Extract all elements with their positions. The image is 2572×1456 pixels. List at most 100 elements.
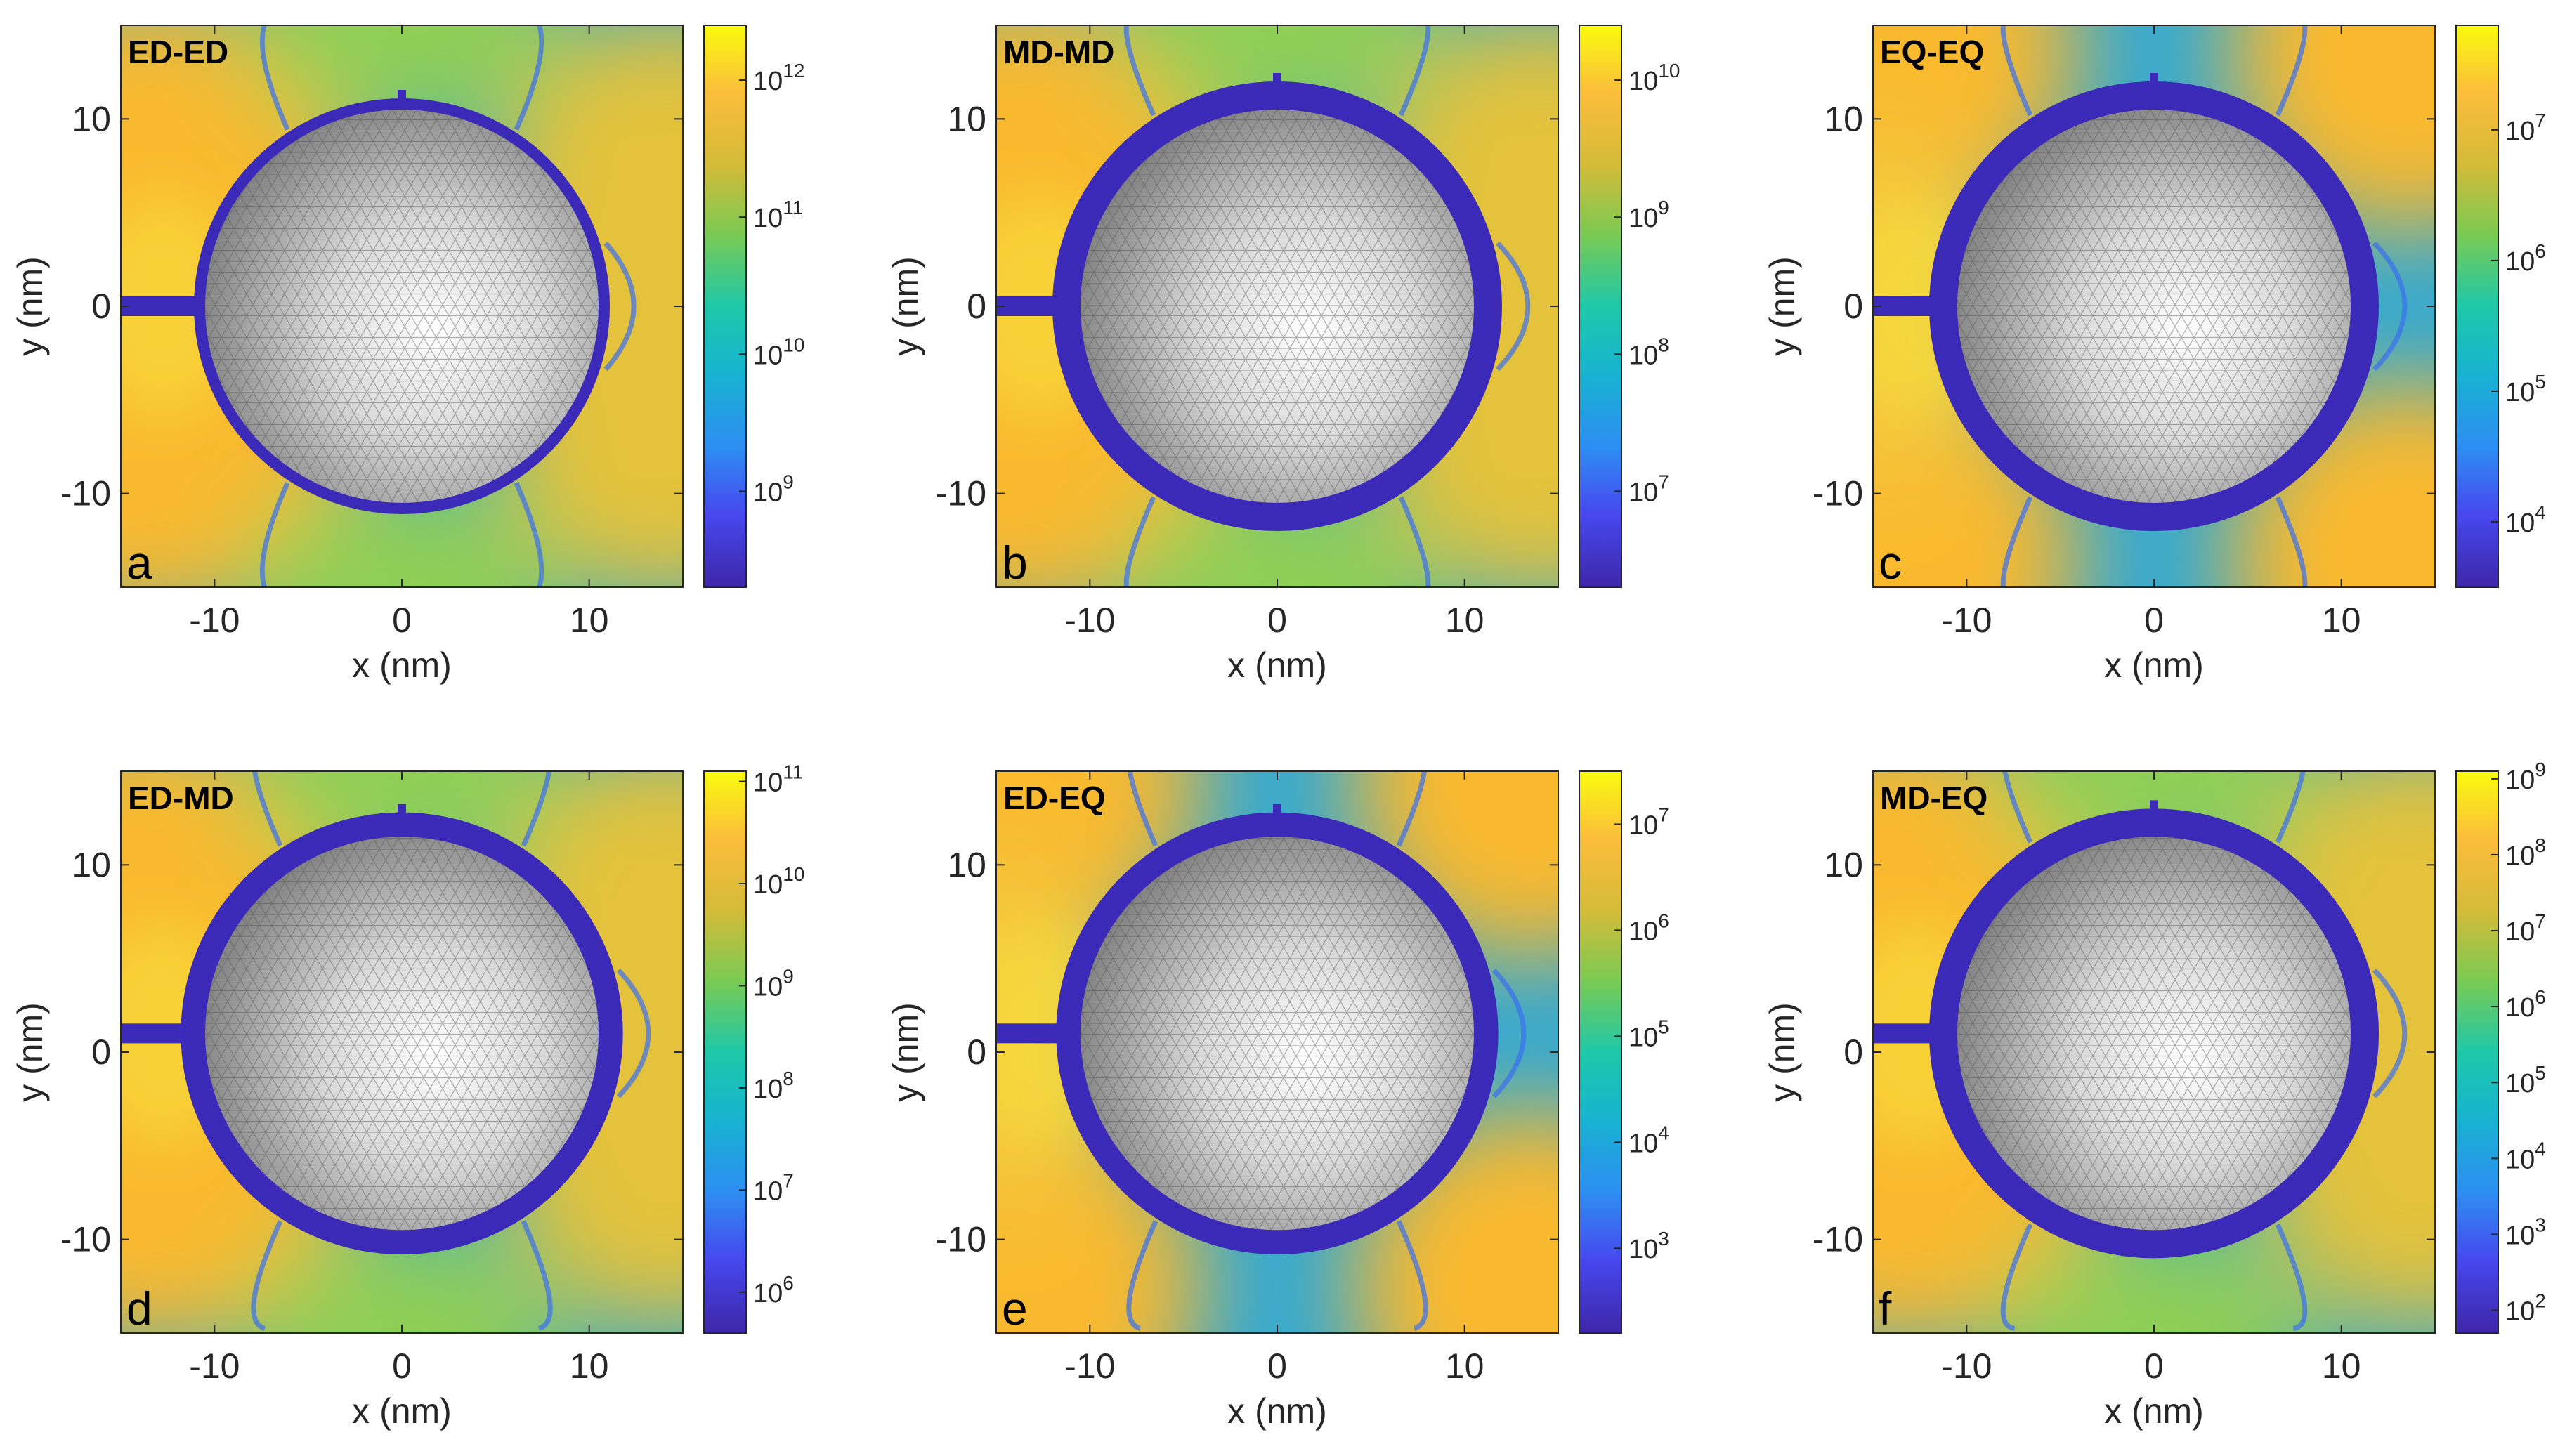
shell-top-notch — [1273, 804, 1281, 814]
colorbar-tick-exponent: 8 — [1658, 334, 1669, 355]
y-axis-label: y (nm) — [886, 1002, 925, 1102]
y-tick-label: 0 — [1843, 287, 1863, 326]
sphere-mesh — [205, 110, 599, 503]
nodal-line-right-loop — [1491, 968, 1527, 1098]
plot-area — [1873, 771, 2435, 1333]
y-tick-label: -10 — [60, 474, 111, 513]
field-lobe-corner-1 — [1347, 771, 1558, 964]
y-tick-label: -10 — [1813, 1220, 1863, 1259]
x-axis-label: x (nm) — [352, 1391, 452, 1431]
sphere-mesh — [1957, 837, 2351, 1231]
nodal-line-3 — [514, 482, 544, 587]
x-tick-label: 10 — [1445, 601, 1484, 640]
colorbar-tick-base: 10 — [2505, 1145, 2535, 1174]
y-tick-label: 0 — [967, 287, 986, 326]
nodal-line-1 — [2275, 771, 2306, 844]
x-axis-label: x (nm) — [1227, 1391, 1327, 1431]
nodal-line-1 — [514, 25, 544, 131]
colorbar — [2455, 770, 2499, 1334]
panel-title: ED-ED — [128, 34, 228, 70]
x-tick-label: 10 — [2322, 1346, 2361, 1386]
x-tick-label: -10 — [189, 601, 240, 640]
x-tick-label: -10 — [1064, 601, 1115, 640]
field-lobe-bottom — [1992, 1221, 2316, 1333]
nodal-line-right-loop — [2372, 968, 2408, 1098]
x-axis-label: x (nm) — [352, 645, 452, 685]
colorbar-tick-base: 10 — [2505, 917, 2535, 947]
colorbar-tick-label: 103 — [2505, 1214, 2546, 1250]
shell-top-notch — [398, 804, 406, 814]
shell-top-notch — [398, 90, 406, 100]
colorbar-tick-base: 10 — [2505, 378, 2535, 407]
colorbar-tick-label: 106 — [2505, 986, 2546, 1023]
x-tick-label: -10 — [189, 1346, 240, 1386]
colorbar-tick-base: 10 — [753, 67, 783, 96]
colorbar — [1579, 25, 1622, 588]
panel-label: e — [1002, 1283, 1028, 1334]
colorbar-tick-base: 10 — [753, 768, 783, 798]
nodal-lines — [1126, 771, 1527, 1331]
shell-left-stub — [1873, 1023, 1936, 1044]
colorbar-tick-label: 1011 — [753, 761, 803, 798]
colorbar-tick-exponent: 7 — [2535, 910, 2546, 932]
nodal-line-right-loop — [2372, 241, 2408, 372]
colorbar-tick-base: 10 — [2505, 1297, 2535, 1327]
colorbar-tick-label: 105 — [2505, 371, 2546, 407]
colorbar-tick-label: 105 — [2505, 1062, 2546, 1098]
nodal-line-1 — [1398, 25, 1431, 117]
nodal-lines — [259, 25, 637, 587]
y-tick-label: 10 — [1824, 845, 1863, 884]
colorbar-tick-exponent: 10 — [1658, 60, 1680, 81]
colorbar-tick-exponent: 9 — [783, 471, 794, 492]
plot-area — [121, 771, 683, 1333]
panel-label: c — [1879, 537, 1902, 589]
shell-left-stub — [1873, 296, 1936, 316]
colorbar-tick-exponent: 12 — [783, 60, 804, 81]
nodal-line-1 — [1396, 771, 1428, 847]
x-tick-label: 0 — [392, 1346, 412, 1386]
colorbar-tick-base: 10 — [2505, 247, 2535, 277]
nodal-lines — [251, 771, 651, 1331]
y-axis-label: y (nm) — [886, 256, 925, 356]
nodal-line-3 — [521, 1220, 553, 1331]
plot-area — [996, 771, 1558, 1333]
colorbar-tick-base: 10 — [1628, 478, 1658, 507]
x-tick-label: 0 — [2144, 1346, 2164, 1386]
y-tick-label: 10 — [947, 99, 986, 138]
nodal-line-3 — [2275, 496, 2308, 587]
colorbar-tick-exponent: 10 — [783, 863, 804, 885]
x-tick-label: 10 — [570, 601, 609, 640]
x-tick-label: 0 — [392, 601, 412, 640]
colorbar-tick-base: 10 — [1628, 341, 1658, 370]
y-tick-label: 0 — [967, 1032, 986, 1072]
colorbar-tick-exponent: 9 — [2535, 759, 2546, 780]
y-axis-label: y (nm) — [11, 256, 50, 356]
colorbar-tick-label: 108 — [1628, 334, 1669, 370]
shell-left-stub — [121, 1023, 188, 1044]
colorbar-tick-base: 10 — [2505, 1069, 2535, 1098]
y-tick-label: 10 — [1824, 99, 1863, 138]
colorbar-tick-base: 10 — [753, 1075, 783, 1104]
x-axis-label: x (nm) — [1227, 645, 1327, 685]
shell-top-notch — [1273, 73, 1281, 83]
panel-title: ED-EQ — [1003, 780, 1106, 816]
nodal-line-0 — [1127, 771, 1158, 847]
nodal-line-1 — [521, 771, 552, 847]
nodal-line-right-loop — [1496, 241, 1531, 372]
shell-top-notch — [2150, 73, 2158, 83]
x-tick-label: -10 — [1941, 601, 1992, 640]
shell-left-stub — [996, 296, 1059, 316]
colorbar-tick-exponent: 8 — [2535, 834, 2546, 856]
colorbar-tick-exponent: 11 — [783, 761, 803, 783]
panel-label: a — [126, 537, 152, 589]
field-lobe-bottom — [240, 475, 563, 587]
colorbar-tick-base: 10 — [1628, 1023, 1658, 1052]
colorbar-tick-exponent: 5 — [2535, 371, 2546, 393]
colorbar-tick-exponent: 9 — [783, 965, 794, 987]
x-tick-label: 0 — [1267, 1346, 1287, 1386]
y-tick-label: 10 — [72, 99, 111, 138]
